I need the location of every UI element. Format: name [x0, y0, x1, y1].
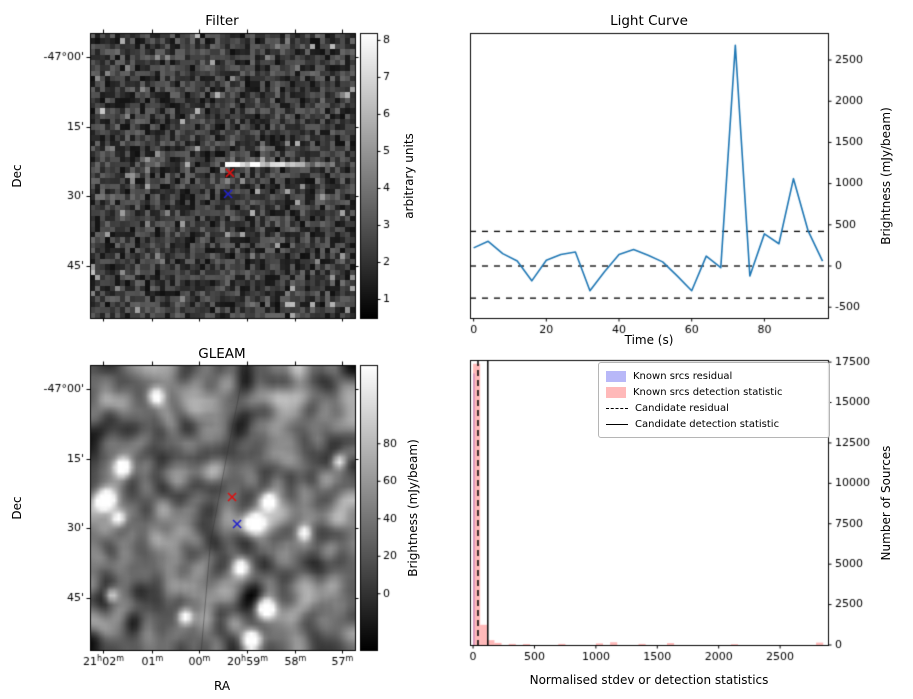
legend-item-candidate-residual: Candidate residual	[606, 400, 822, 416]
candidate-detection-solid-line-icon	[606, 423, 628, 425]
gleam-ra-axis-label: RA	[213, 679, 231, 693]
histogram-legend: Known srcs residual Known srcs detection…	[598, 362, 830, 438]
light-curve-y-axis-label: Brightness (mJy/beam)	[879, 107, 893, 245]
known-srcs-detection-swatch-icon	[606, 386, 626, 398]
candidate-residual-dashed-line-icon	[606, 407, 628, 409]
histogram-y-axis-label: Number of Sources	[879, 445, 893, 561]
light-curve-plot	[460, 0, 913, 345]
filter-colorbar-label: arbitrary units	[402, 133, 416, 219]
legend-item-known-srcs-detection: Known srcs detection statistic	[606, 384, 822, 400]
legend-item-candidate-detection: Candidate detection statistic	[606, 416, 822, 432]
legend-label: Known srcs detection statistic	[633, 386, 783, 398]
light-curve-title: Light Curve	[610, 13, 688, 29]
legend-item-known-srcs-residual: Known srcs residual	[606, 368, 822, 384]
legend-label: Known srcs residual	[633, 370, 733, 382]
gleam-image-plot	[0, 345, 460, 699]
histogram-x-axis-label: Normalised stdev or detection statistics	[529, 673, 769, 687]
filter-image-plot	[0, 0, 460, 345]
gleam-dec-axis-label: Dec	[10, 496, 24, 520]
filter-dec-axis-label: Dec	[10, 164, 24, 188]
light-curve-x-axis-label: Time (s)	[624, 333, 674, 347]
gleam-colorbar-label: Brightness (mJy/beam)	[406, 439, 420, 577]
legend-label: Candidate residual	[635, 402, 729, 414]
filter-title: Filter	[205, 13, 239, 29]
gleam-title: GLEAM	[198, 346, 246, 362]
known-srcs-residual-swatch-icon	[606, 370, 626, 382]
legend-label: Candidate detection statistic	[635, 418, 780, 430]
